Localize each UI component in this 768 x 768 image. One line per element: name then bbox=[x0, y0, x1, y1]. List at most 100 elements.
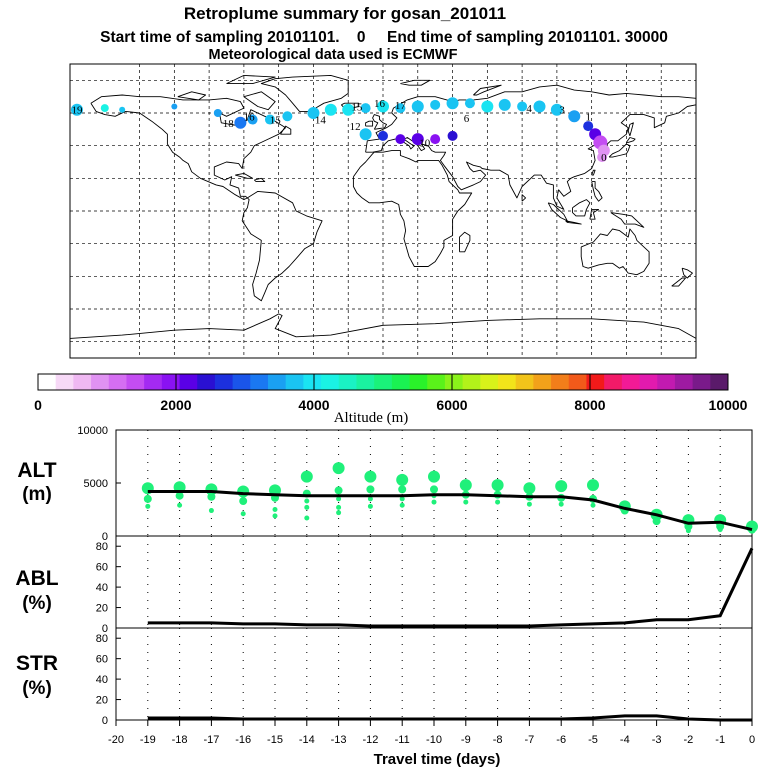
y-tick-label: 5000 bbox=[84, 478, 108, 490]
map-day-label: 15 bbox=[270, 115, 282, 127]
altitude-point bbox=[399, 502, 405, 508]
coastline-new-zealand-north bbox=[681, 267, 693, 279]
altitude-point bbox=[459, 479, 472, 492]
colorbar-swatch bbox=[462, 374, 481, 390]
x-tick-label: -15 bbox=[267, 734, 283, 746]
altitude-point bbox=[239, 497, 248, 506]
x-tick-label: -5 bbox=[588, 734, 598, 746]
altitude-point bbox=[590, 502, 596, 508]
colorbar-swatch bbox=[498, 374, 517, 390]
plume-dot bbox=[395, 103, 406, 114]
map-day-label: 16 bbox=[244, 111, 256, 123]
plume-dot bbox=[377, 100, 389, 113]
map-day-label: 12 bbox=[350, 121, 361, 133]
colorbar-swatch bbox=[38, 374, 57, 390]
plume-dot bbox=[411, 100, 424, 113]
altitude-point bbox=[336, 504, 342, 510]
colorbar-tick-label: 6000 bbox=[436, 397, 467, 413]
colorbar-swatch bbox=[657, 374, 676, 390]
map-coastlines bbox=[69, 74, 697, 339]
colorbar-swatch bbox=[515, 374, 534, 390]
coastline-new-guinea bbox=[610, 212, 645, 228]
altitude-point bbox=[367, 496, 373, 502]
coastline-north-america bbox=[90, 94, 287, 201]
plume-dot bbox=[498, 98, 511, 111]
abl-line bbox=[147, 547, 754, 628]
altitude-point bbox=[491, 479, 504, 492]
colorbar-swatch bbox=[427, 374, 446, 390]
altitude-point bbox=[143, 494, 152, 503]
altitude-point bbox=[398, 485, 407, 494]
colorbar-swatch bbox=[108, 374, 127, 390]
colorbar-tick-label: 0 bbox=[34, 397, 42, 413]
colorbar-swatch bbox=[126, 374, 145, 390]
time-series-panels: ALT(m) 10000 5000 0 ABL (%) 80 60 40 20 0 STR (%) 80 6… bbox=[15, 425, 758, 746]
plume-dot bbox=[430, 99, 441, 110]
altitude-point bbox=[558, 501, 564, 507]
map-plume-dots bbox=[70, 97, 610, 163]
coastline-ireland bbox=[365, 120, 374, 127]
sampling-line: Start time of sampling 20101101. 0 End t… bbox=[100, 29, 668, 46]
colorbar-swatch bbox=[321, 374, 340, 390]
altitude-point bbox=[207, 492, 216, 501]
coastline-sulawesi bbox=[589, 208, 600, 220]
x-tick-label: -16 bbox=[235, 734, 251, 746]
colorbar-swatch bbox=[232, 374, 251, 390]
coastline-newfoundland bbox=[280, 125, 292, 135]
altitude-point bbox=[272, 507, 278, 512]
x-tick-label: -11 bbox=[395, 734, 410, 746]
altitude-point bbox=[652, 517, 661, 526]
colorbar-swatch bbox=[73, 374, 92, 390]
map-day-label: 18 bbox=[223, 118, 235, 130]
colorbar-frame bbox=[37, 373, 729, 391]
altitude-point bbox=[367, 503, 373, 509]
colorbar-swatch bbox=[480, 374, 499, 390]
coastline-victoria-island bbox=[177, 91, 207, 101]
plume-dot bbox=[234, 116, 247, 129]
colorbar-swatch bbox=[551, 374, 570, 390]
panel-frame bbox=[115, 627, 753, 721]
map-day-label: 10 bbox=[419, 137, 431, 149]
x-tick-label: -20 bbox=[108, 734, 124, 746]
altitude-point bbox=[495, 499, 501, 505]
coastline-japan-honshu bbox=[608, 143, 631, 158]
coastline-sri-lanka bbox=[521, 194, 527, 202]
colorbar-swatch bbox=[197, 374, 216, 390]
colorbar-swatch bbox=[604, 374, 623, 390]
altitude-point bbox=[526, 501, 532, 507]
panel-y-label: (%) bbox=[22, 593, 52, 614]
y-tick-label: 0 bbox=[102, 623, 108, 635]
colorbar-swatch bbox=[409, 374, 428, 390]
x-tick-label: -19 bbox=[140, 734, 156, 746]
altitude-point bbox=[463, 499, 469, 505]
coastline-antarctica bbox=[69, 313, 697, 339]
plume-dot bbox=[447, 130, 458, 141]
map-day-label: 19 bbox=[71, 105, 83, 117]
colorbar-swatch bbox=[568, 374, 587, 390]
altitude-point bbox=[304, 498, 310, 504]
coastline-ellesmere bbox=[226, 74, 276, 85]
figure-title: Retroplume summary for gosan_201011 bbox=[184, 4, 506, 23]
plume-dot bbox=[550, 103, 563, 116]
y-tick-label: 0 bbox=[102, 531, 108, 543]
coastline-uk bbox=[372, 114, 387, 130]
colorbar-swatch bbox=[161, 374, 180, 390]
colorbar-swatch bbox=[214, 374, 234, 390]
colorbar-swatch bbox=[639, 374, 658, 390]
plume-dot bbox=[342, 103, 355, 116]
coastline-new-zealand-south bbox=[671, 277, 687, 287]
altitude-point bbox=[304, 515, 310, 521]
plume-dot bbox=[359, 128, 372, 141]
y-tick-label: 20 bbox=[96, 695, 108, 707]
altitude-point bbox=[717, 527, 723, 533]
map-day-label: 3 bbox=[559, 105, 565, 117]
coastline-eurasia bbox=[365, 84, 697, 210]
x-tick-label: -3 bbox=[652, 734, 662, 746]
plume-dot bbox=[411, 133, 424, 146]
coastline-australia bbox=[580, 228, 650, 276]
colorbar-swatch bbox=[250, 374, 269, 390]
plume-dot bbox=[533, 100, 546, 113]
coastline-svalbard bbox=[400, 79, 431, 86]
plume-dot bbox=[597, 152, 608, 163]
